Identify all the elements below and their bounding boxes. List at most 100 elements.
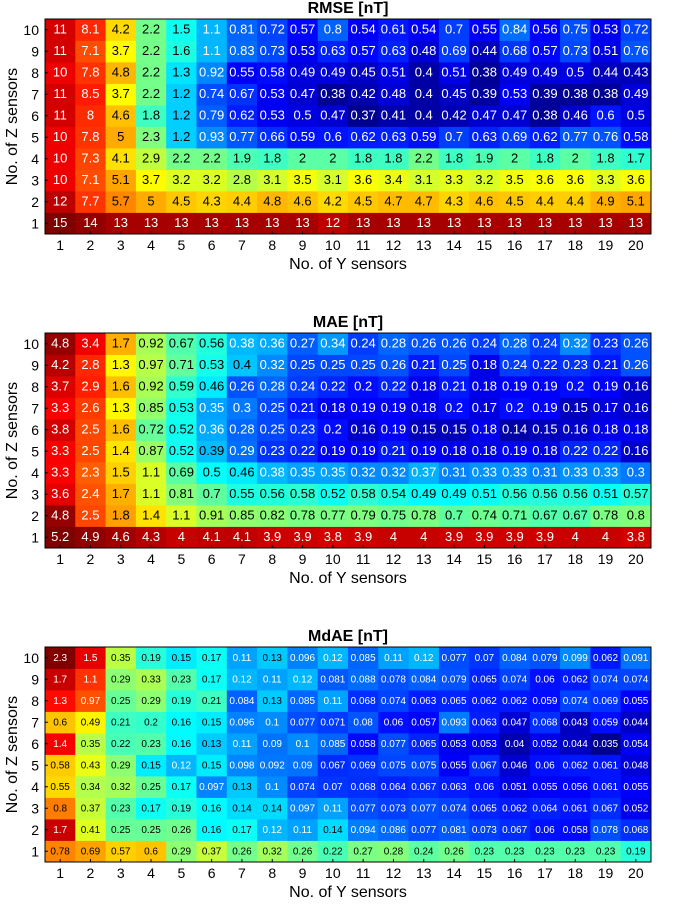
- mdae-cell: [287, 733, 319, 755]
- mdae-cell-label: 0.085: [351, 653, 376, 664]
- mdae-cell-label: 0.15: [141, 760, 161, 771]
- mae-cell-label: 0.17: [593, 400, 618, 415]
- rmse-cell-label: 0.49: [502, 65, 527, 80]
- mae-cell: [105, 333, 137, 355]
- rmse-cell-label: 4.9: [597, 194, 615, 209]
- mae-cell: [529, 419, 561, 441]
- mae-cell: [75, 483, 106, 506]
- rmse-cell: [469, 126, 500, 149]
- mdae-x-tick-label: 17: [537, 865, 553, 881]
- mdae-cell: [196, 840, 228, 863]
- mae-cell-label: 1.7: [112, 486, 130, 501]
- mae-cell-label: 0.54: [381, 486, 406, 501]
- mdae-cell-label: 0.058: [563, 825, 588, 836]
- mae-cell-label: 0.25: [350, 357, 375, 372]
- mae-cell: [590, 397, 622, 420]
- mae-cell-label: 0.24: [532, 336, 557, 351]
- rmse-cell-label: 0.53: [260, 108, 285, 123]
- mae-cell-label: 0.82: [260, 508, 285, 523]
- mdae-cell: [469, 647, 500, 669]
- mdae-cell-label: 0.063: [472, 717, 497, 728]
- rmse-cell-label: 0.42: [441, 108, 466, 123]
- mdae-cell-label: 0.2: [144, 717, 158, 728]
- rmse-cell: [226, 40, 258, 63]
- rmse-cell: [135, 126, 167, 149]
- rmse-cell: [348, 212, 379, 235]
- mdae-cell-label: 0.056: [563, 782, 588, 793]
- rmse-cell-label: 2.2: [142, 86, 160, 101]
- rmse-cell-label: 4.7: [384, 194, 402, 209]
- rmse-cell: [560, 148, 591, 170]
- mdae-cell-label: 0.073: [381, 803, 406, 814]
- mdae-cell: [348, 711, 379, 734]
- mae-cell: [257, 505, 288, 527]
- mdae-cell-label: 0.25: [141, 825, 161, 836]
- mdae-y-tick-label: 7: [31, 714, 39, 730]
- mdae-x-tick-label: 20: [628, 865, 644, 881]
- rmse-cell-label: 0.69: [441, 43, 466, 58]
- mae-cell-label: 0.51: [472, 486, 497, 501]
- mdae-cell-label: 0.22: [111, 739, 131, 750]
- mae-cell-label: 0.56: [199, 336, 224, 351]
- rmse-cell: [620, 105, 652, 127]
- mae-cell: [135, 376, 167, 398]
- mae-cell: [166, 505, 197, 527]
- rmse-cell-label: 1.6: [172, 43, 190, 58]
- mae-cell-label: 1.1: [142, 486, 160, 501]
- mdae-cell-label: 0.091: [623, 653, 648, 664]
- rmse-cell-label: 0.67: [229, 86, 254, 101]
- rmse-cell: [620, 148, 652, 170]
- rmse-cell: [166, 19, 197, 41]
- rmse-cell: [378, 62, 409, 84]
- rmse-cell-label: 13: [477, 215, 491, 230]
- mdae-cell: [317, 819, 349, 841]
- mdae-cell: [75, 797, 106, 820]
- mdae-cell: [620, 668, 652, 691]
- mdae-cell: [317, 754, 349, 777]
- mae-cell: [560, 397, 591, 420]
- rmse-cell: [135, 191, 167, 213]
- mdae-cell: [469, 840, 500, 863]
- mdae-cell: [226, 690, 258, 712]
- rmse-cell: [408, 148, 440, 170]
- mae-cell: [408, 526, 440, 549]
- mdae-cell-label: 0.12: [232, 674, 252, 685]
- mae-cell: [378, 376, 409, 398]
- mdae-cell-label: 0.073: [472, 825, 497, 836]
- mdae-cell: [560, 690, 591, 712]
- mae-cell-label: 0.18: [623, 422, 648, 437]
- rmse-cell-label: 0.49: [320, 65, 345, 80]
- mae-cell: [75, 354, 106, 377]
- rmse-cell: [196, 126, 228, 149]
- mae-cell-label: 0.19: [532, 400, 557, 415]
- mae-y-tick-label: 9: [31, 357, 39, 373]
- rmse-cell: [105, 169, 137, 192]
- rmse-cell-label: 15: [53, 215, 67, 230]
- mae-y-tick-label: 5: [31, 443, 39, 459]
- mdae-cell-label: 0.17: [202, 674, 222, 685]
- rmse-cell: [378, 105, 409, 127]
- rmse-cell-label: 1.5: [172, 22, 190, 37]
- rmse-cell-label: 0.76: [623, 43, 648, 58]
- rmse-cell-label: 7.7: [81, 194, 99, 209]
- mae-cell-label: 1.5: [112, 465, 130, 480]
- mdae-cell-label: 0.062: [472, 696, 497, 707]
- rmse-cell: [378, 126, 409, 149]
- mae-cell: [378, 462, 409, 484]
- mae-cell: [348, 354, 379, 377]
- rmse-cell: [135, 105, 167, 127]
- mdae-cell: [590, 711, 622, 734]
- rmse-cell: [45, 212, 76, 235]
- mdae-cell-label: 0.075: [381, 760, 406, 771]
- rmse-cell: [469, 212, 500, 235]
- rmse-y-tick-label: 2: [31, 194, 39, 210]
- mae-cell: [257, 440, 288, 463]
- mdae-cell-label: 0.11: [233, 653, 252, 664]
- mdae-cell: [45, 711, 76, 734]
- rmse-cell: [438, 40, 470, 63]
- rmse-cell: [45, 83, 76, 106]
- rmse-cell-label: 0.44: [593, 65, 618, 80]
- rmse-cell-label: 13: [598, 215, 612, 230]
- mae-cell-label: 0.56: [260, 486, 285, 501]
- mae-cell-label: 0.15: [411, 422, 436, 437]
